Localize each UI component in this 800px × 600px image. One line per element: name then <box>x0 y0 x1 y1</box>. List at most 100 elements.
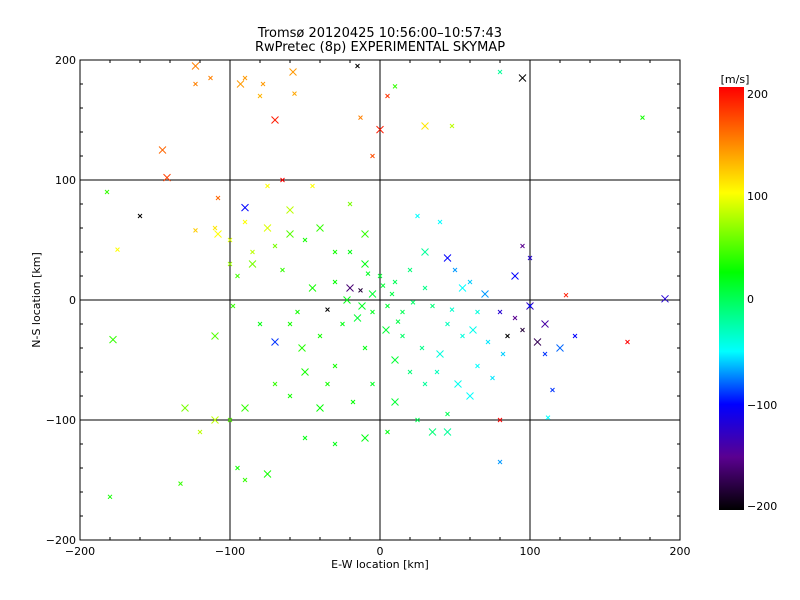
data-point <box>520 243 525 249</box>
data-point-stroke <box>362 345 368 351</box>
data-point <box>347 201 353 207</box>
data-point <box>370 381 375 387</box>
data-point-stroke <box>260 81 266 87</box>
data-point <box>227 237 233 243</box>
data-point-stroke <box>449 307 455 312</box>
data-point-stroke <box>316 404 324 412</box>
data-point <box>308 284 317 292</box>
data-point-stroke <box>415 213 420 219</box>
data-point <box>340 321 345 327</box>
data-point <box>445 321 450 327</box>
data-point <box>445 411 450 417</box>
data-point-stroke <box>178 481 183 486</box>
data-point <box>625 339 630 345</box>
data-point <box>332 363 338 369</box>
data-point <box>272 381 278 387</box>
data-point <box>422 381 428 387</box>
data-point-stroke <box>485 339 491 345</box>
data-point-stroke <box>445 321 450 327</box>
colorbar-tick-label: 0 <box>747 293 754 306</box>
data-point <box>227 261 233 267</box>
data-point <box>361 434 369 442</box>
data-point <box>436 350 444 358</box>
data-point <box>350 399 356 405</box>
data-point <box>430 303 435 309</box>
data-point-stroke <box>263 470 272 478</box>
data-point-stroke <box>308 284 317 292</box>
data-point-stroke <box>104 189 110 195</box>
data-point-stroke <box>400 333 405 339</box>
data-point <box>376 125 384 134</box>
data-point <box>370 153 375 159</box>
data-point <box>392 84 398 89</box>
data-point <box>358 302 366 310</box>
data-point-stroke <box>358 115 363 120</box>
data-point <box>452 267 458 273</box>
data-point-stroke <box>422 381 428 387</box>
data-point-stroke <box>302 435 308 441</box>
data-point-stroke <box>289 68 297 76</box>
data-point-stroke <box>497 69 503 75</box>
data-point-stroke <box>497 417 503 423</box>
data-point-stroke <box>358 288 363 293</box>
data-point <box>178 481 183 486</box>
x-tick-label: −200 <box>65 545 95 558</box>
data-point-stroke <box>353 314 362 322</box>
data-point <box>389 291 395 297</box>
data-point-stroke <box>500 351 506 357</box>
data-point <box>449 123 455 129</box>
data-point-stroke <box>542 351 548 357</box>
data-point-stroke <box>454 380 462 388</box>
data-point-stroke <box>385 303 390 309</box>
data-point-stroke <box>137 213 143 219</box>
data-point <box>355 63 360 69</box>
y-tick-label: 200 <box>55 54 76 67</box>
data-point <box>361 230 369 238</box>
data-point-stroke <box>350 399 356 405</box>
data-point <box>377 273 383 279</box>
data-point-stroke <box>437 219 443 225</box>
data-point-stroke <box>302 237 308 243</box>
data-point-stroke <box>365 271 371 276</box>
data-point-stroke <box>340 321 345 327</box>
data-point <box>158 146 167 154</box>
data-point-stroke <box>452 267 458 273</box>
colorbar-tick-label: −200 <box>747 500 777 513</box>
data-point-stroke <box>227 261 233 267</box>
data-point-stroke <box>533 338 542 346</box>
data-point <box>407 369 413 375</box>
data-point <box>242 219 248 225</box>
data-point-stroke <box>376 125 384 134</box>
data-point <box>181 404 189 412</box>
x-tick-label: 200 <box>670 545 691 558</box>
data-point <box>512 315 518 321</box>
data-point <box>107 494 113 500</box>
data-point <box>475 309 480 315</box>
data-point-stroke <box>445 411 450 417</box>
data-point-stroke <box>518 74 527 82</box>
data-point-stroke <box>235 273 240 279</box>
data-point <box>263 470 272 478</box>
data-point <box>449 307 455 312</box>
data-point <box>385 93 390 99</box>
data-point <box>316 404 324 412</box>
data-point <box>272 243 278 249</box>
data-point-stroke <box>248 260 257 268</box>
data-point-stroke <box>227 237 233 243</box>
data-point-stroke <box>158 146 167 154</box>
data-point <box>208 75 213 81</box>
data-point-stroke <box>347 249 353 255</box>
data-point-stroke <box>211 332 219 340</box>
data-point-stroke <box>400 309 405 315</box>
data-point-stroke <box>434 369 440 375</box>
data-point-stroke <box>242 219 248 225</box>
y-tick-label: 0 <box>69 294 76 307</box>
data-point <box>263 224 272 232</box>
data-point-stroke <box>541 320 549 328</box>
data-point-stroke <box>109 335 117 344</box>
data-point <box>550 387 555 393</box>
data-point <box>545 415 551 420</box>
data-point <box>640 115 645 120</box>
x-tick-label: −100 <box>215 545 245 558</box>
data-point <box>227 417 233 423</box>
